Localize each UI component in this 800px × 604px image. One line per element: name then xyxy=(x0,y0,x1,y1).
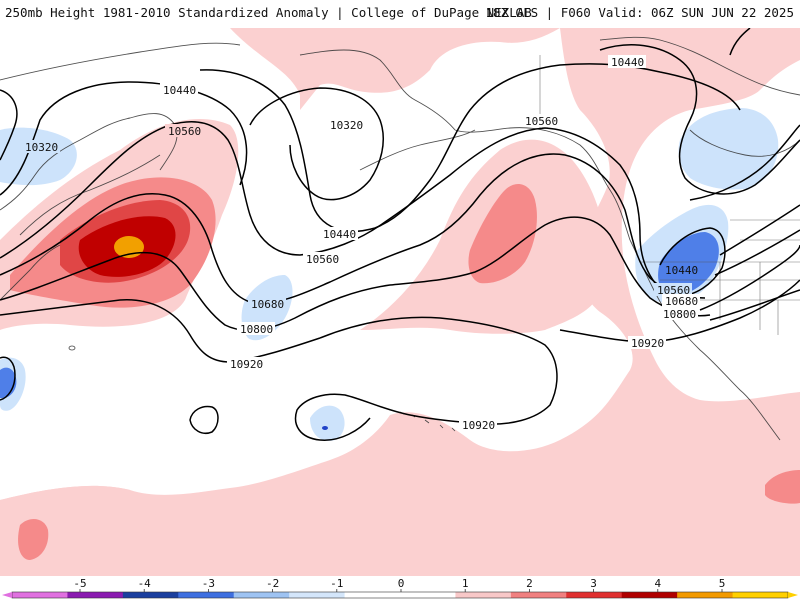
colorbar-left-arrow xyxy=(2,592,12,598)
svg-text:10440: 10440 xyxy=(611,56,644,69)
contour-10680-east xyxy=(699,244,800,311)
colorbar-tick-label: -3 xyxy=(202,577,215,590)
contour-10440-east xyxy=(599,44,800,195)
borders xyxy=(539,55,800,335)
contour-label: 10920 xyxy=(227,357,265,371)
colorbar-segment xyxy=(67,592,124,598)
contour-10800-east xyxy=(709,289,800,321)
negative-anomaly-dark xyxy=(322,426,328,430)
contour-label: 10680 xyxy=(248,297,286,311)
colorbar-segment xyxy=(677,592,734,598)
colorbar: -5 -4 -3 -2 -1 0 1 2 3 4 5 xyxy=(0,576,800,600)
contour-west-small xyxy=(0,356,16,401)
contour-label: 10320 xyxy=(327,118,365,132)
contour-10320-mid xyxy=(249,87,384,201)
contour-label: 10560 xyxy=(303,252,341,266)
colorbar-segment xyxy=(12,592,68,598)
contour-label: 10440 xyxy=(662,263,700,277)
colorbar-segment xyxy=(455,592,512,598)
contour-label: 10920 xyxy=(628,336,666,350)
contour-label: 10320 xyxy=(22,140,60,154)
colorbar-tick-label: 3 xyxy=(590,577,597,590)
contour-labels: 10440 10320 10560 10320 10440 10560 1068… xyxy=(22,55,700,432)
contour-10920-west xyxy=(0,299,321,363)
colorbar-right-arrow xyxy=(788,592,798,598)
colorbar-tick-label: -1 xyxy=(330,577,343,590)
svg-text:10680: 10680 xyxy=(665,295,698,308)
colorbar-segment xyxy=(344,592,401,598)
colorbar-segment xyxy=(510,592,567,598)
contour-10320-left xyxy=(0,89,18,161)
contour-label: 10680 xyxy=(662,294,700,308)
contour-east-b xyxy=(714,229,800,276)
colorbar-segment xyxy=(732,592,789,598)
svg-text:10440: 10440 xyxy=(665,264,698,277)
colorbar-segment xyxy=(566,592,623,598)
svg-text:10920: 10920 xyxy=(230,358,263,371)
contour-10560-main xyxy=(0,121,673,299)
contour-label: 10440 xyxy=(160,83,198,97)
contour-label: 10560 xyxy=(654,283,692,297)
contour-label: 10920 xyxy=(459,418,497,432)
svg-text:10320: 10320 xyxy=(25,141,58,154)
contour-label: 10800 xyxy=(660,307,698,321)
contour-label: 10440 xyxy=(608,55,646,69)
colorbar-canvas: -5 -4 -3 -2 -1 0 1 2 3 4 5 xyxy=(2,577,798,599)
colorbar-segment xyxy=(289,592,346,598)
svg-text:10920: 10920 xyxy=(631,337,664,350)
contour-label: 10560 xyxy=(165,124,203,138)
svg-text:10680: 10680 xyxy=(251,298,284,311)
contour-label: 10440 xyxy=(320,227,358,241)
svg-text:10440: 10440 xyxy=(323,228,356,241)
colorbar-tick-label: 0 xyxy=(398,577,405,590)
svg-text:10440: 10440 xyxy=(163,84,196,97)
svg-text:10800: 10800 xyxy=(240,323,273,336)
svg-text:10800: 10800 xyxy=(663,308,696,321)
map-title: 250mb Height 1981-2010 Standardized Anom… xyxy=(5,5,532,20)
colorbar-tick-label: -4 xyxy=(138,577,152,590)
colorbar-tick-label: 1 xyxy=(462,577,469,590)
colorbar-segment xyxy=(233,592,290,598)
colorbar-segment xyxy=(621,592,678,598)
model-run-info: 18Z GFS | F060 Valid: 06Z SUN JUN 22 202… xyxy=(485,5,794,20)
colorbar-tick-label: 5 xyxy=(719,577,726,590)
colorbar-tick-label: -5 xyxy=(73,577,86,590)
map-canvas: 10440 10320 10560 10320 10440 10560 1068… xyxy=(0,27,800,576)
contour-east-a xyxy=(719,204,800,256)
anomaly-map: 10440 10320 10560 10320 10440 10560 1068… xyxy=(0,27,800,576)
svg-text:10560: 10560 xyxy=(306,253,339,266)
contour-label: 10800 xyxy=(237,322,275,336)
contour-small-loop xyxy=(189,405,219,434)
contour-10680 xyxy=(0,153,706,304)
svg-text:10320: 10320 xyxy=(330,119,363,132)
svg-text:10560: 10560 xyxy=(168,125,201,138)
contour-east-top xyxy=(729,27,751,56)
svg-text:10560: 10560 xyxy=(525,115,558,128)
svg-text:10560: 10560 xyxy=(657,284,690,297)
colorbar-segment xyxy=(400,592,456,598)
colorbar-tick-label: 2 xyxy=(526,577,533,590)
colorbar-segment xyxy=(178,592,235,598)
contour-10560-east-up xyxy=(689,124,800,201)
contour-10440-east-low xyxy=(659,227,726,297)
height-contours xyxy=(0,27,800,441)
colorbar-tick-label: -2 xyxy=(266,577,279,590)
svg-text:10920: 10920 xyxy=(462,419,495,432)
contour-10800 xyxy=(0,216,711,332)
colorbar-segment xyxy=(122,592,179,598)
colorbar-tick-label: 4 xyxy=(654,577,661,590)
map-header: 250mb Height 1981-2010 Standardized Anom… xyxy=(0,0,800,28)
contour-label: 10560 xyxy=(522,114,560,128)
